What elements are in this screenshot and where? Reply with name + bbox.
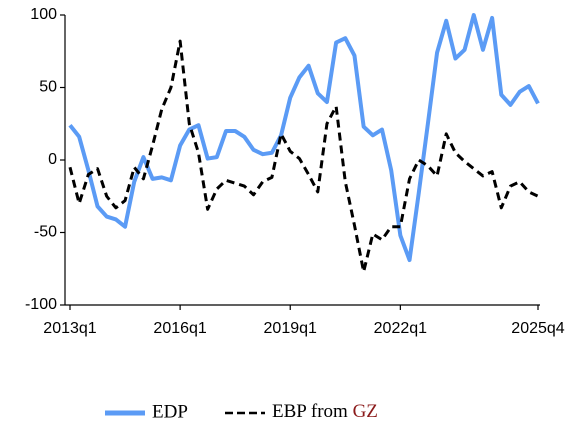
y-tick-label: -50 [34,224,57,241]
x-tick-label: 2013q1 [43,320,96,337]
x-tick-label: 2019q1 [264,320,317,337]
y-tick-label: 100 [30,6,57,23]
x-tick-label: 2022q1 [374,320,427,337]
legend-label: EBP from GZ [272,401,378,422]
line-series [68,39,539,274]
legend-label: EDP [152,401,188,422]
line-series [68,13,540,263]
y-tick-label: -100 [25,296,57,313]
y-tick-label: 0 [48,151,57,168]
x-tick-label: 2025q4 [511,320,564,337]
x-tick-label: 2016q1 [153,320,206,337]
y-tick-label: 50 [39,79,57,96]
